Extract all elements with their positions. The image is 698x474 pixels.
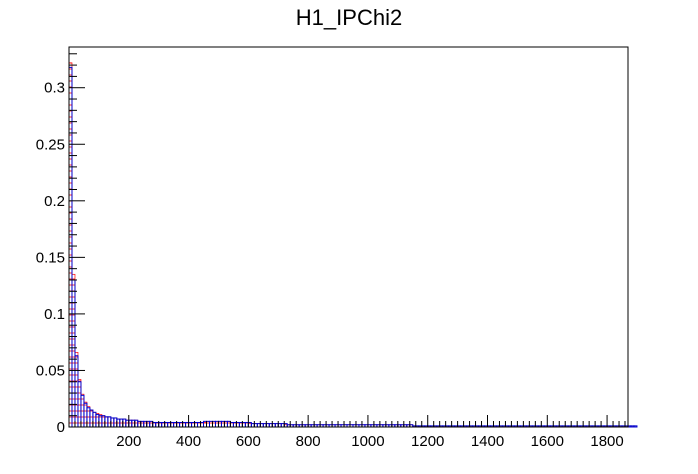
y-tick-label: 0.1 [44,306,65,323]
y-tick-label: 0.25 [36,136,65,153]
x-tick-label: 1400 [471,433,504,450]
x-tick-label: 1800 [590,433,623,450]
y-tick-label: 0.3 [44,80,65,97]
y-axis: 0 0.05 0.1 0.15 0.2 0.25 0.3 [36,53,85,436]
y-tick-label: 0.05 [36,362,65,379]
y-tick-label: 0 [57,419,65,436]
x-tick-label: 600 [236,433,261,450]
y-tick-label: 0.2 [44,193,65,210]
x-tick-label: 200 [116,433,141,450]
x-axis: 200 400 600 800 1000 1200 1400 1600 1800 [74,415,626,450]
plot-frame [68,46,629,428]
x-tick-label: 1600 [531,433,564,450]
x-tick-label: 1200 [411,433,444,450]
x-tick-label: 800 [296,433,321,450]
x-tick-label: 1000 [351,433,384,450]
histogram-bar [633,425,638,428]
y-tick-label: 0.15 [36,249,65,266]
x-tick-label: 400 [176,433,201,450]
chart-title: H1_IPChi2 [296,5,402,30]
